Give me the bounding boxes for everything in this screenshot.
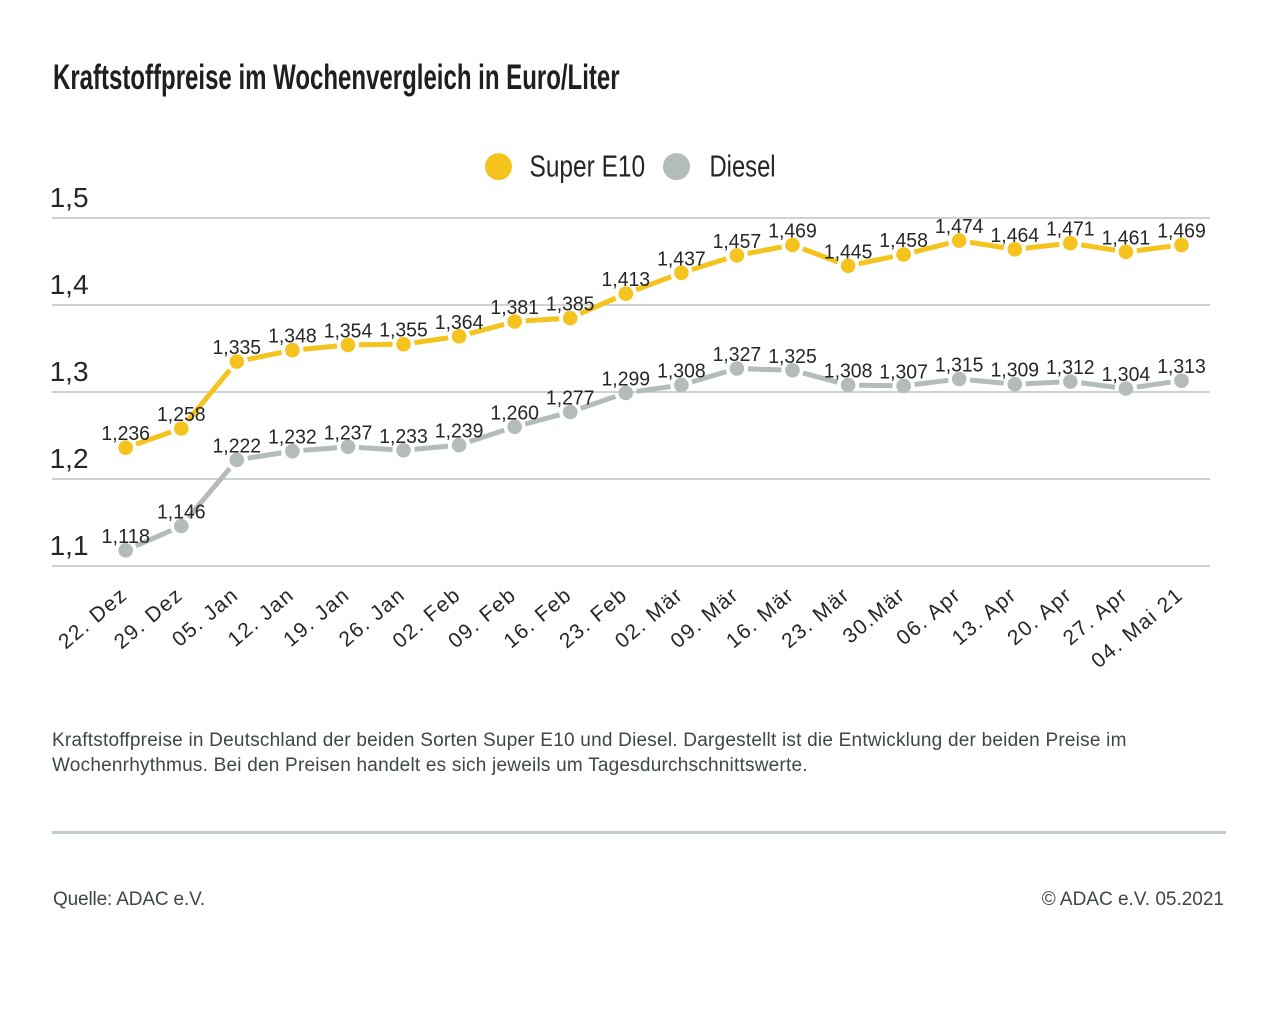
svg-text:1,236: 1,236 <box>101 423 150 445</box>
svg-text:1,474: 1,474 <box>935 216 984 238</box>
svg-text:1,445: 1,445 <box>824 241 873 263</box>
svg-text:1,3: 1,3 <box>50 356 89 387</box>
svg-text:1,458: 1,458 <box>879 230 928 252</box>
svg-text:1,4: 1,4 <box>50 269 89 300</box>
svg-text:1,381: 1,381 <box>490 297 539 319</box>
svg-text:1,348: 1,348 <box>268 326 317 348</box>
svg-text:1,146: 1,146 <box>157 502 206 524</box>
svg-text:1,413: 1,413 <box>602 269 651 291</box>
svg-text:1,327: 1,327 <box>713 344 762 366</box>
svg-text:1,222: 1,222 <box>213 435 262 457</box>
svg-text:1,437: 1,437 <box>657 248 706 270</box>
svg-text:1,239: 1,239 <box>435 421 484 443</box>
svg-text:1,469: 1,469 <box>1157 221 1206 243</box>
svg-text:1,461: 1,461 <box>1102 227 1151 249</box>
svg-text:1,364: 1,364 <box>435 312 484 334</box>
svg-text:1,277: 1,277 <box>546 388 595 410</box>
svg-text:1,471: 1,471 <box>1046 219 1095 241</box>
svg-text:1,232: 1,232 <box>268 427 317 449</box>
svg-text:1,307: 1,307 <box>879 361 928 383</box>
svg-text:Diesel: Diesel <box>710 149 776 184</box>
svg-text:1,312: 1,312 <box>1046 357 1095 379</box>
svg-text:1,313: 1,313 <box>1157 356 1206 378</box>
svg-text:1,457: 1,457 <box>713 231 762 253</box>
svg-text:1,308: 1,308 <box>824 361 873 383</box>
svg-text:1,464: 1,464 <box>991 225 1040 247</box>
svg-text:1,237: 1,237 <box>324 422 373 444</box>
svg-text:1,1: 1,1 <box>50 530 89 561</box>
svg-text:1,2: 1,2 <box>50 443 89 474</box>
svg-text:1,309: 1,309 <box>991 360 1040 382</box>
svg-text:1,325: 1,325 <box>768 346 817 368</box>
svg-text:1,335: 1,335 <box>213 337 262 359</box>
svg-text:1,315: 1,315 <box>935 355 984 377</box>
svg-text:1,304: 1,304 <box>1102 364 1151 386</box>
svg-text:Super E10: Super E10 <box>530 149 646 184</box>
svg-text:1,260: 1,260 <box>490 402 539 424</box>
svg-text:1,385: 1,385 <box>546 294 595 316</box>
svg-text:1,469: 1,469 <box>768 221 817 243</box>
svg-text:1,118: 1,118 <box>101 526 150 548</box>
svg-text:1,233: 1,233 <box>379 426 428 448</box>
svg-text:1,354: 1,354 <box>324 321 373 343</box>
svg-text:1,308: 1,308 <box>657 361 706 383</box>
svg-text:1,5: 1,5 <box>50 182 89 213</box>
svg-text:1,355: 1,355 <box>379 320 428 342</box>
svg-text:1,258: 1,258 <box>157 404 206 426</box>
svg-text:1,299: 1,299 <box>602 368 651 390</box>
